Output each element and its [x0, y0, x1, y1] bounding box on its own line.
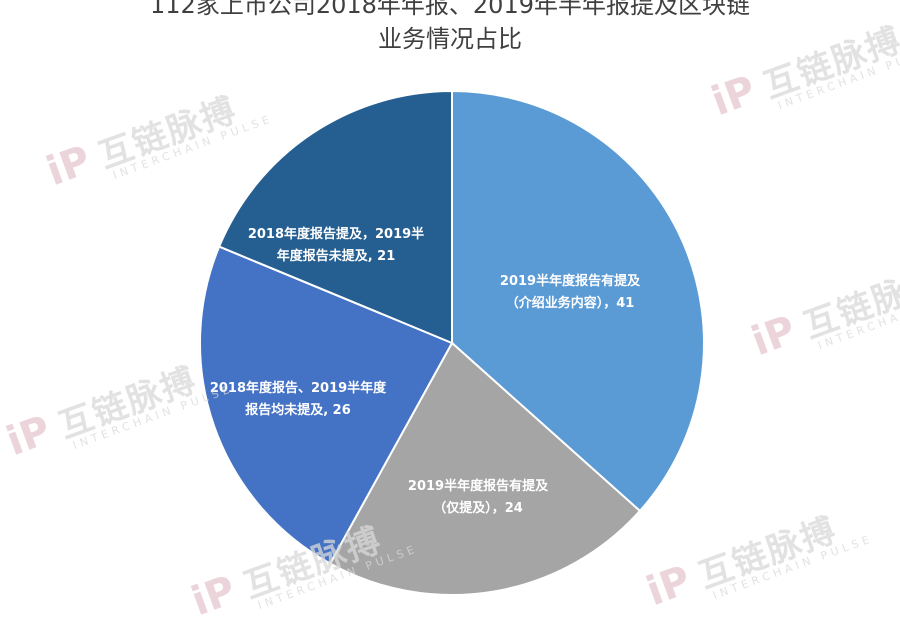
pie-slice-label: 2019半年度报告有提及（仅提及），24	[408, 478, 549, 516]
pie-slice-label: 2018年度报告、2019半年度报告均未提及, 26	[210, 380, 387, 418]
pie-chart: 2019半年度报告有提及（介绍业务内容），41 2019半年度报告有提及（仅提及）…	[199, 89, 705, 596]
pie-slice	[217, 89, 453, 345]
pie-slice-label: 2018年度报告提及，2019半年度报告未提及, 21	[248, 226, 424, 264]
chart-title-line2: 业务情况占比	[378, 25, 522, 53]
pie-slice	[199, 245, 454, 565]
pie-labels: 2019半年度报告有提及（介绍业务内容），41 2019半年度报告有提及（仅提及）…	[210, 226, 641, 516]
pie-slice	[451, 89, 705, 513]
pie-slice-label: 2019半年度报告有提及（介绍业务内容），41	[500, 273, 641, 311]
chart-title: 112家上市公司2018年年报、2019年半年报提及区块链 业务情况占比	[0, 0, 900, 56]
chart-title-line1: 112家上市公司2018年年报、2019年半年报提及区块链	[150, 0, 750, 19]
pie-slices	[199, 89, 705, 596]
pie-slice	[328, 341, 642, 596]
